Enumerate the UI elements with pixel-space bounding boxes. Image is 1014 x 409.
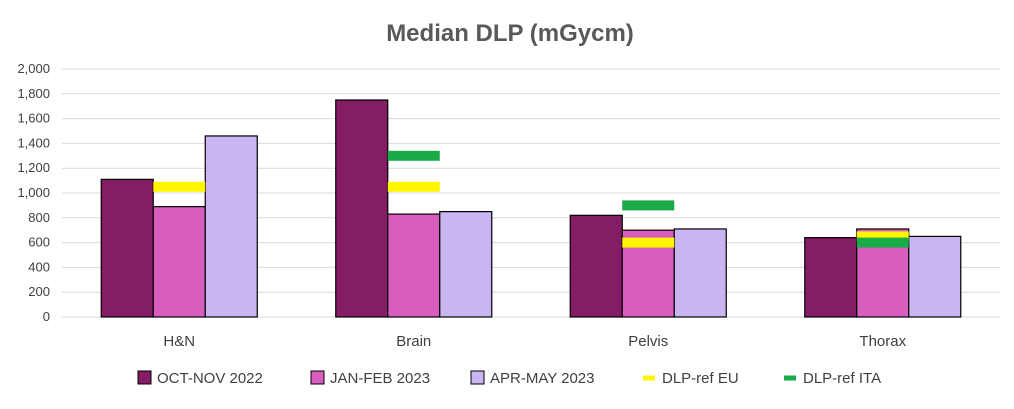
legend-swatch bbox=[137, 370, 152, 385]
ref-marker-dlp-ref-eu bbox=[387, 181, 440, 192]
legend-swatch bbox=[310, 370, 325, 385]
bars bbox=[100, 99, 962, 318]
y-tick-label: 2,000 bbox=[17, 61, 50, 76]
bar-oct-nov-2022 bbox=[335, 99, 389, 318]
y-tick-label: 1,400 bbox=[17, 135, 50, 150]
x-axis-tick-labels: H&N Brain Pelvis Thorax bbox=[163, 333, 906, 350]
ref-marker-dlp-ref-ita bbox=[387, 150, 440, 161]
legend-label: JAN-FEB 2023 bbox=[330, 370, 430, 387]
ref-marker-dlp-ref-ita bbox=[856, 237, 909, 248]
chart-title: Median DLP (mGycm) bbox=[386, 20, 634, 47]
bar-apr-may-2023 bbox=[204, 135, 258, 318]
y-tick-label: 0 bbox=[43, 309, 50, 324]
ref-marker-dlp-ref-eu bbox=[153, 181, 206, 192]
reference-markers bbox=[153, 150, 909, 248]
y-tick-label: 400 bbox=[28, 259, 50, 274]
y-tick-label: 1,200 bbox=[17, 160, 50, 175]
x-tick-label: H&N bbox=[163, 333, 195, 350]
bar-apr-may-2023 bbox=[673, 228, 727, 318]
bar-apr-may-2023 bbox=[439, 211, 493, 318]
bar-apr-may-2023 bbox=[908, 235, 962, 318]
ref-marker-dlp-ref-ita bbox=[622, 200, 675, 211]
y-tick-label: 600 bbox=[28, 235, 50, 250]
y-tick-label: 1,600 bbox=[17, 111, 50, 126]
legend-label: DLP-ref EU bbox=[662, 370, 739, 387]
legend: OCT-NOV 2022 JAN-FEB 2023 APR-MAY 2023 DLP-… bbox=[137, 370, 881, 387]
y-tick-label: 200 bbox=[28, 284, 50, 299]
y-tick-label: 1,800 bbox=[17, 86, 50, 101]
ref-marker-dlp-ref-eu bbox=[622, 237, 675, 248]
legend-label: OCT-NOV 2022 bbox=[157, 370, 263, 387]
x-tick-label: Thorax bbox=[859, 333, 906, 350]
bar-oct-nov-2022 bbox=[569, 214, 623, 318]
y-tick-label: 800 bbox=[28, 210, 50, 225]
legend-label: DLP-ref ITA bbox=[803, 370, 881, 387]
x-tick-label: Brain bbox=[396, 333, 431, 350]
legend-label: APR-MAY 2023 bbox=[490, 370, 595, 387]
bar-jan-feb-2023 bbox=[152, 206, 206, 318]
bar-oct-nov-2022 bbox=[100, 178, 154, 318]
bar-jan-feb-2023 bbox=[387, 213, 441, 318]
legend-swatch bbox=[643, 375, 655, 381]
legend-swatch bbox=[470, 370, 485, 385]
x-tick-label: Pelvis bbox=[628, 333, 668, 350]
legend-swatch bbox=[784, 375, 796, 381]
ref-marker-dlp-ref-eu bbox=[856, 231, 909, 242]
y-tick-label: 1,000 bbox=[17, 185, 50, 200]
y-axis-tick-labels: 0 200 400 600 800 1,000 1,200 1,400 1,600 1,800 2,… bbox=[17, 61, 50, 324]
bar-oct-nov-2022 bbox=[804, 237, 858, 318]
